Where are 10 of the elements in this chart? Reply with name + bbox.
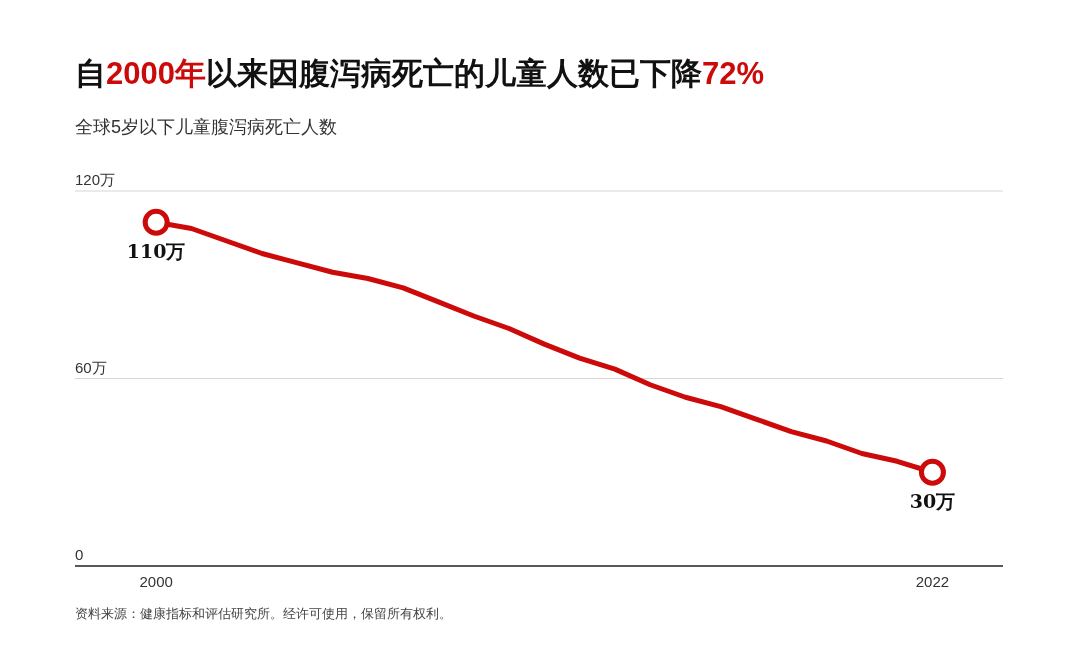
- y-tick-label: 120万: [75, 171, 116, 188]
- chart-subtitle: 全球5岁以下儿童腹泻病死亡人数: [75, 117, 338, 137]
- x-tick-label: 2000: [139, 573, 173, 590]
- chart-title: 自2000年以来因腹泻病死亡的儿童人数已下降72%: [75, 56, 765, 91]
- text: 资料来源：健康指标和评估研究所。经许可使用，保留所有权利。: [75, 606, 452, 621]
- x-tick-label: 2022: [915, 573, 950, 590]
- y-tick-label: 0: [75, 546, 84, 563]
- y-tick-label: 60万: [75, 358, 107, 376]
- data-label: 30万: [909, 490, 956, 513]
- data-label: 110万: [126, 240, 186, 263]
